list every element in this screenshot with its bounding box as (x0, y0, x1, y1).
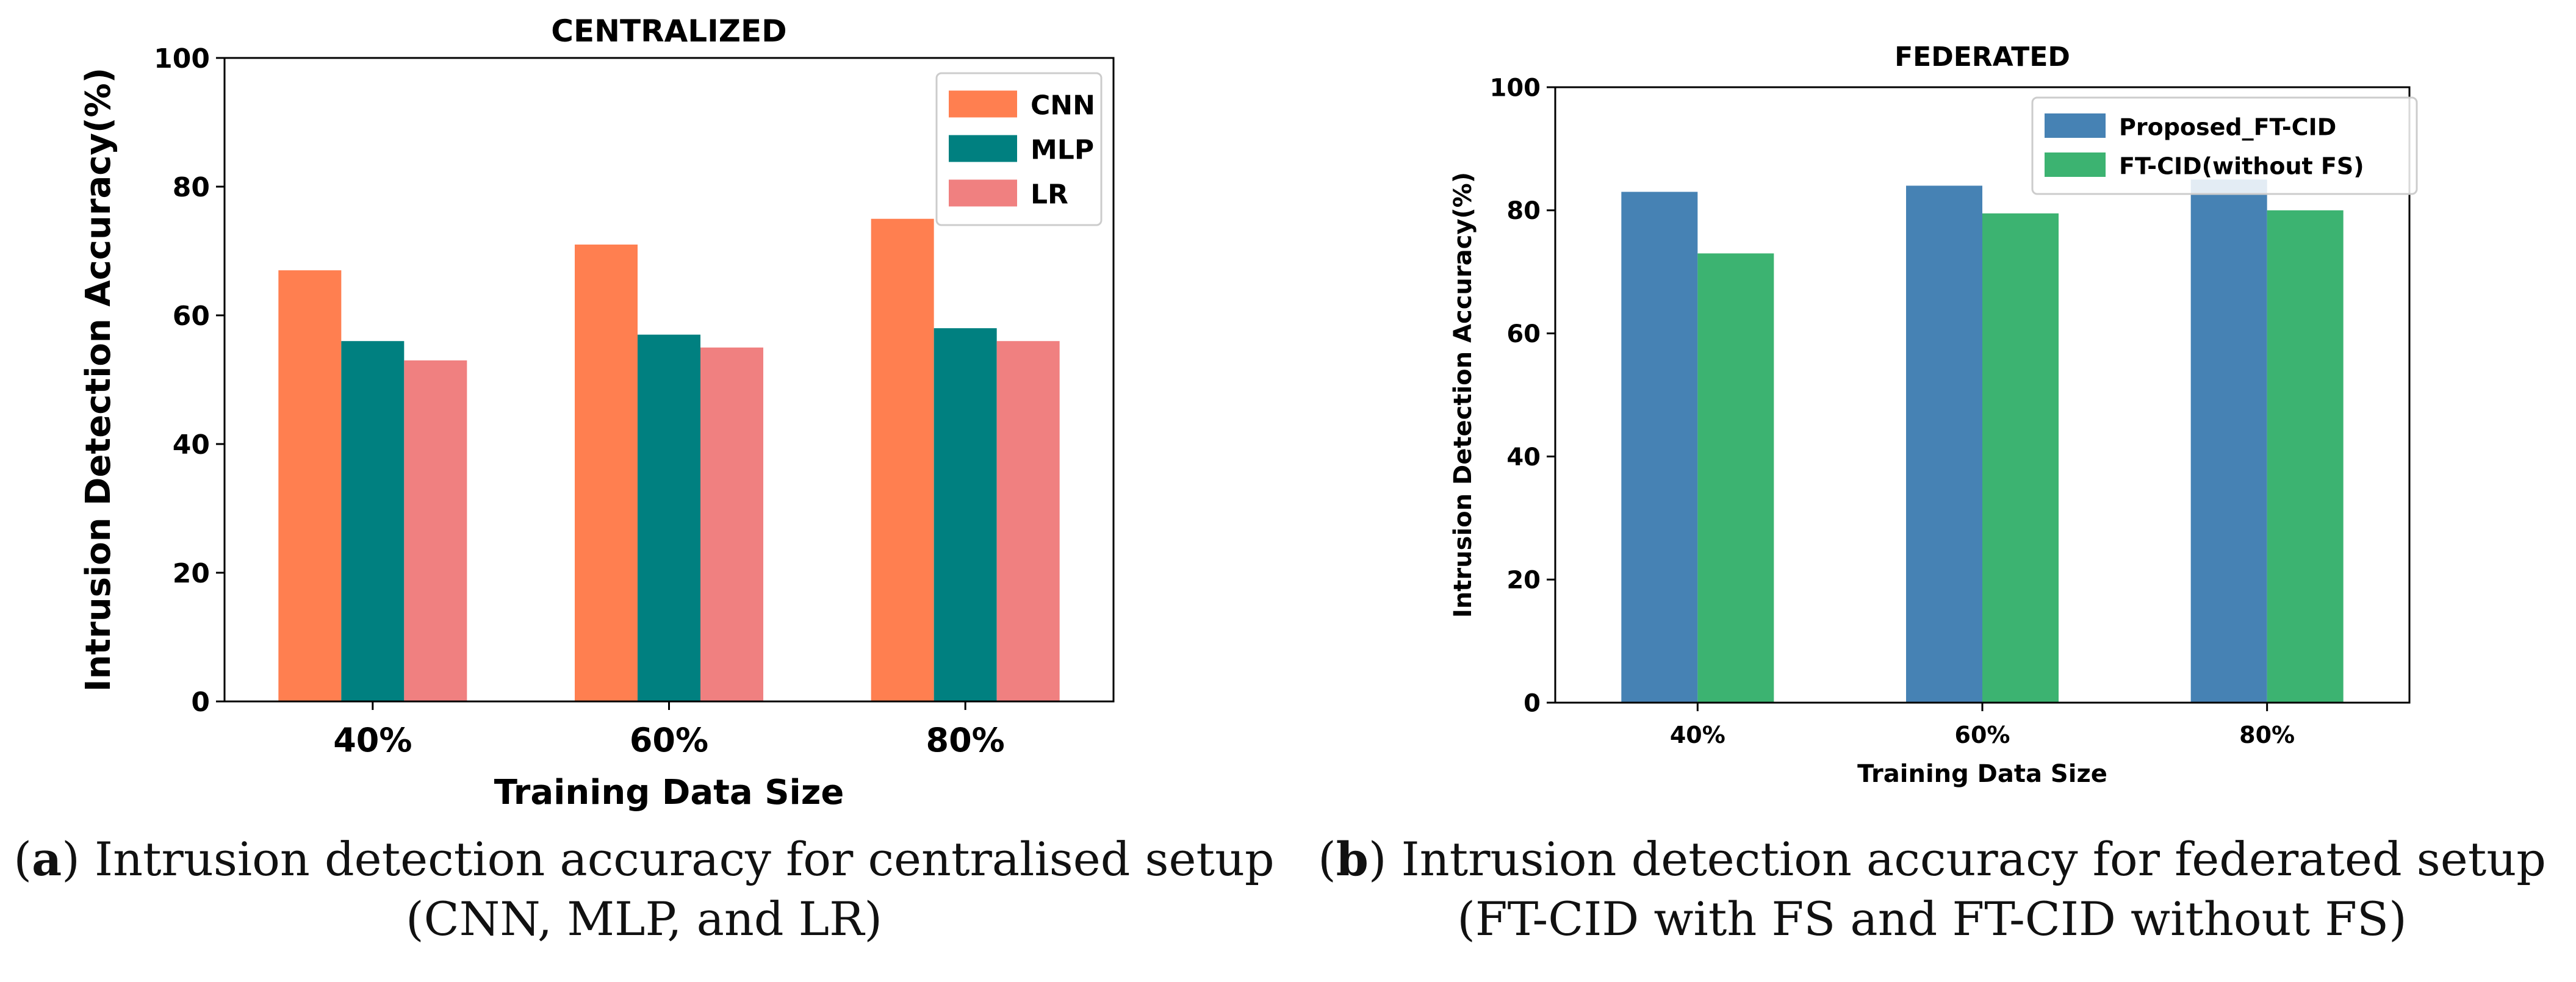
caption-a: (a) Intrusion detection accuracy for cen… (13, 832, 1275, 946)
x-tick-label: 80% (2239, 722, 2295, 748)
chart-federated: 40% 60% 80% 0 20 40 60 80 100 FEDERATED Training D… (1449, 41, 2418, 788)
chart-title: FEDERATED (1894, 41, 2070, 73)
panel-a: 40% 60% 80% 0 20 40 60 80 100 CENTRALIZED Training… (13, 13, 1275, 946)
bar-proposed-ft-cid-1 (1906, 185, 1982, 703)
bar-proposed-ft-cid-0 (1621, 192, 1698, 703)
y-tick-label: 40 (173, 429, 210, 461)
bar-lr-0 (404, 360, 467, 701)
chart-title: CENTRALIZED (551, 13, 786, 49)
y-tick-label: 20 (173, 558, 210, 589)
legend-label: LR (1031, 179, 1068, 210)
y-tick-label: 60 (1506, 320, 1541, 348)
caption-b-text: Intrusion detection accuracy for federat… (1386, 832, 2546, 946)
legend-swatch-ft-cid-without-fs- (2045, 152, 2106, 177)
bar-lr-1 (700, 347, 763, 701)
bar-mlp-1 (638, 334, 700, 701)
bar-ft-cid-without-fs--2 (2267, 210, 2344, 703)
bar-ft-cid-without-fs--1 (1982, 213, 2059, 703)
bar-lr-2 (996, 341, 1060, 701)
bar-ft-cid-without-fs--0 (1697, 253, 1774, 703)
y-tick-label: 40 (1506, 443, 1541, 471)
x-tick-label: 40% (1670, 722, 1725, 748)
bar-mlp-0 (341, 341, 405, 701)
bar-mlp-2 (934, 328, 997, 701)
y-axis-label: Intrusion Detection Accuracy(%) (79, 68, 118, 692)
panel-b: 40% 60% 80% 0 20 40 60 80 100 FEDERATED Training D… (1288, 0, 2576, 982)
bar-cnn-2 (871, 218, 934, 701)
legend-label: FT-CID(without FS) (2119, 152, 2364, 179)
plot-frame (1554, 86, 2411, 704)
caption-b: (b) Intrusion detection accuracy for fed… (1318, 832, 2546, 946)
legend-swatch-lr (949, 179, 1017, 207)
y-tick-label: 80 (173, 172, 210, 203)
legend-swatch-cnn (949, 90, 1017, 118)
y-tick-label: 100 (154, 43, 210, 74)
x-tick-label: 60% (630, 721, 708, 759)
bar-cnn-1 (575, 244, 638, 701)
x-tick-label: 40% (333, 721, 412, 759)
y-axis-label: Intrusion Detection Accuracy(%) (1449, 172, 1477, 618)
y-tick-label: 80 (1506, 197, 1541, 225)
legend-label: MLP (1031, 135, 1094, 166)
caption-b-tag: b (1336, 832, 1369, 886)
bar-cnn-0 (278, 270, 342, 701)
bar-proposed-ft-cid-2 (2190, 179, 2267, 703)
caption-a-text: Intrusion detection accuracy for central… (79, 832, 1275, 946)
legend-swatch-mlp (949, 135, 1017, 162)
x-axis-label: Training Data Size (494, 773, 844, 812)
legend-label: CNN (1031, 90, 1095, 121)
plot-frame (223, 57, 1115, 703)
y-tick-label: 20 (1506, 567, 1541, 595)
legend-box (2031, 96, 2418, 195)
y-tick-label: 0 (1524, 689, 1541, 717)
y-tick-label: 60 (173, 301, 210, 332)
y-tick-label: 0 (191, 687, 210, 718)
caption-a-tag: a (31, 832, 62, 886)
y-tick-label: 100 (1490, 74, 1541, 102)
x-tick-label: 80% (926, 721, 1005, 759)
legend-swatch-proposed-ft-cid (2045, 113, 2106, 138)
legend-label: Proposed_FT-CID (2119, 113, 2336, 140)
x-tick-label: 60% (1955, 722, 2010, 748)
chart-centralized: 40% 60% 80% 0 20 40 60 80 100 CENTRALIZED Training… (79, 13, 1115, 812)
x-axis-label: Training Data Size (1857, 760, 2107, 788)
